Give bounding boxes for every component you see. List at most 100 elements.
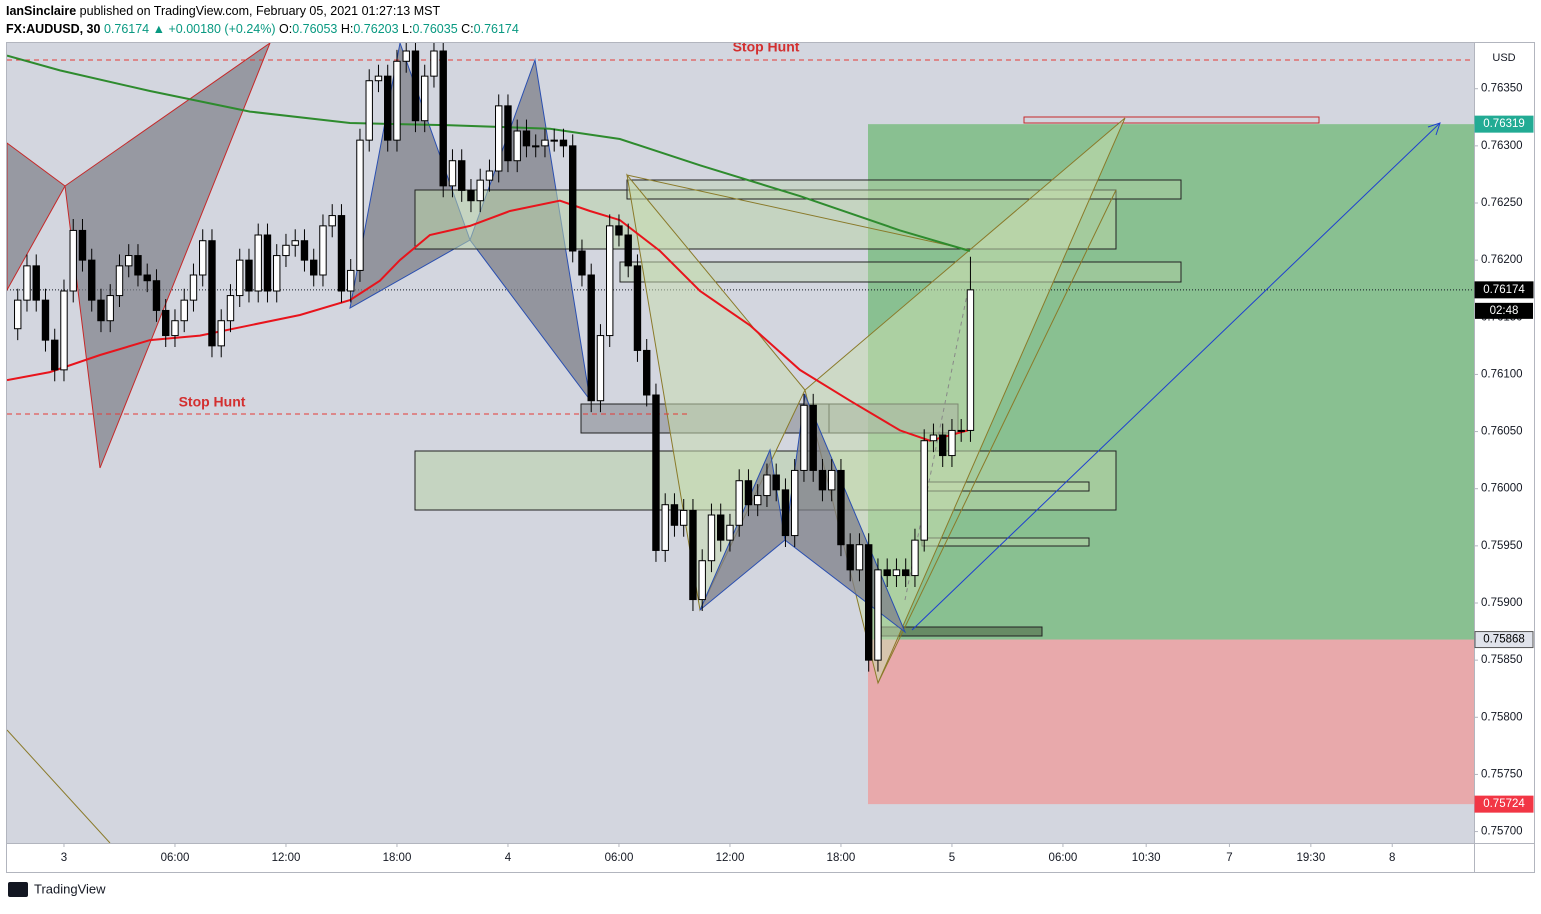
zone-box: [1023, 116, 1320, 124]
candle-body: [892, 569, 901, 577]
candle-body: [217, 320, 225, 347]
candle-body: [818, 469, 827, 491]
candle-body: [855, 544, 864, 571]
candle-body: [643, 349, 651, 396]
candle-body: [402, 50, 410, 62]
symbol: FX:AUDUSD, 30: [6, 22, 101, 36]
h-value: 0.76203: [353, 22, 398, 36]
x-tick-label: 18:00: [383, 852, 412, 864]
pattern: [7, 142, 66, 292]
candle-body: [624, 234, 632, 267]
candle-body: [541, 139, 549, 147]
candle-body: [846, 544, 854, 571]
candle-body: [476, 179, 484, 202]
candle-body: [717, 514, 725, 541]
candle-body: [744, 480, 753, 506]
y-tick-label: 0.76250: [1481, 197, 1523, 209]
y-tick-label: 0.75750: [1481, 768, 1523, 780]
candle-body: [606, 225, 614, 337]
candle-body: [448, 160, 457, 187]
c-label: C:: [461, 22, 474, 36]
countdown: 02:48: [1490, 305, 1519, 317]
candle-body: [754, 495, 762, 506]
candle-body: [495, 105, 503, 172]
symbol-line: FX:AUDUSD, 30 0.76174 ▲ +0.00180 (+0.24%…: [6, 22, 519, 36]
candle-body: [14, 299, 22, 330]
y-tick-label: 0.75850: [1481, 654, 1523, 666]
y-tick-label: 0.75900: [1481, 597, 1523, 609]
candle-body: [411, 50, 420, 122]
candle-body: [245, 259, 253, 292]
y-tick-label: 0.76200: [1481, 254, 1523, 266]
candle-body: [911, 539, 919, 577]
candle-body: [226, 295, 235, 322]
x-tick-label: 12:00: [272, 852, 301, 864]
candle-body: [421, 75, 429, 122]
candle-body: [504, 105, 512, 162]
candle-body: [254, 234, 262, 292]
candle-body: [726, 524, 734, 541]
candle-body: [809, 404, 817, 471]
x-tick-label: 06:00: [605, 852, 634, 864]
candle-body: [439, 50, 447, 187]
candle-body: [698, 560, 706, 601]
zone-box: [626, 179, 1182, 200]
l-label: L:: [402, 22, 412, 36]
candle-body: [883, 569, 891, 577]
price-label: 0.75724: [1483, 798, 1525, 810]
y-tick-label: 0.76050: [1481, 426, 1523, 438]
candle-body: [171, 320, 179, 337]
candle-body: [162, 309, 170, 337]
arrow-line: [911, 122, 1441, 631]
pattern-line: [7, 729, 111, 843]
drawings: [7, 43, 1474, 843]
candle-body: [291, 240, 299, 246]
candle-body: [874, 569, 882, 661]
candle-body: [865, 544, 873, 661]
y-tick-label: 0.75950: [1481, 540, 1523, 552]
candle-body: [180, 299, 188, 322]
candle-body: [273, 255, 281, 292]
x-tick-label: 12:00: [716, 852, 745, 864]
price-label-bg: [1474, 115, 1534, 133]
candle-body: [559, 139, 568, 147]
x-tick-label: 18:00: [827, 852, 856, 864]
candle-body: [282, 244, 290, 257]
price-label-bg: [1474, 631, 1534, 649]
candle-body: [596, 335, 605, 402]
loss-zone: [868, 639, 1474, 805]
y-tick-label: 0.76300: [1481, 140, 1523, 152]
candle-body: [920, 440, 928, 541]
candle-body: [791, 469, 799, 537]
candle-body: [569, 145, 577, 252]
candle-body: [69, 229, 77, 292]
pattern: [64, 43, 271, 469]
candle-body: [236, 259, 244, 297]
candle-body: [208, 240, 216, 347]
candle-body: [828, 469, 836, 491]
candle-body: [88, 259, 96, 301]
candle-body: [550, 139, 558, 142]
candle-body: [633, 265, 642, 351]
candle-body: [689, 509, 697, 601]
moving-average: [7, 199, 969, 442]
candle-body: [652, 394, 660, 551]
publisher: IanSinclaire: [6, 4, 76, 18]
h-label: H:: [341, 22, 354, 36]
candle-body: [347, 269, 355, 292]
candle-body: [152, 280, 161, 311]
plot: Stop Hunt Stop Hunt: [7, 43, 1474, 843]
candle-body: [41, 299, 50, 341]
x-tick-label: 5: [949, 852, 955, 864]
candle-body: [328, 215, 336, 227]
candle-body: [707, 514, 716, 562]
candle-body: [356, 139, 364, 271]
x-tick-label: 4: [505, 852, 512, 864]
c-value: 0.76174: [474, 22, 519, 36]
y-tick-label: 0.76350: [1481, 83, 1523, 95]
candle-body: [781, 489, 790, 537]
logo: [8, 882, 28, 897]
candle-body: [300, 240, 309, 261]
candle-body: [51, 339, 59, 371]
